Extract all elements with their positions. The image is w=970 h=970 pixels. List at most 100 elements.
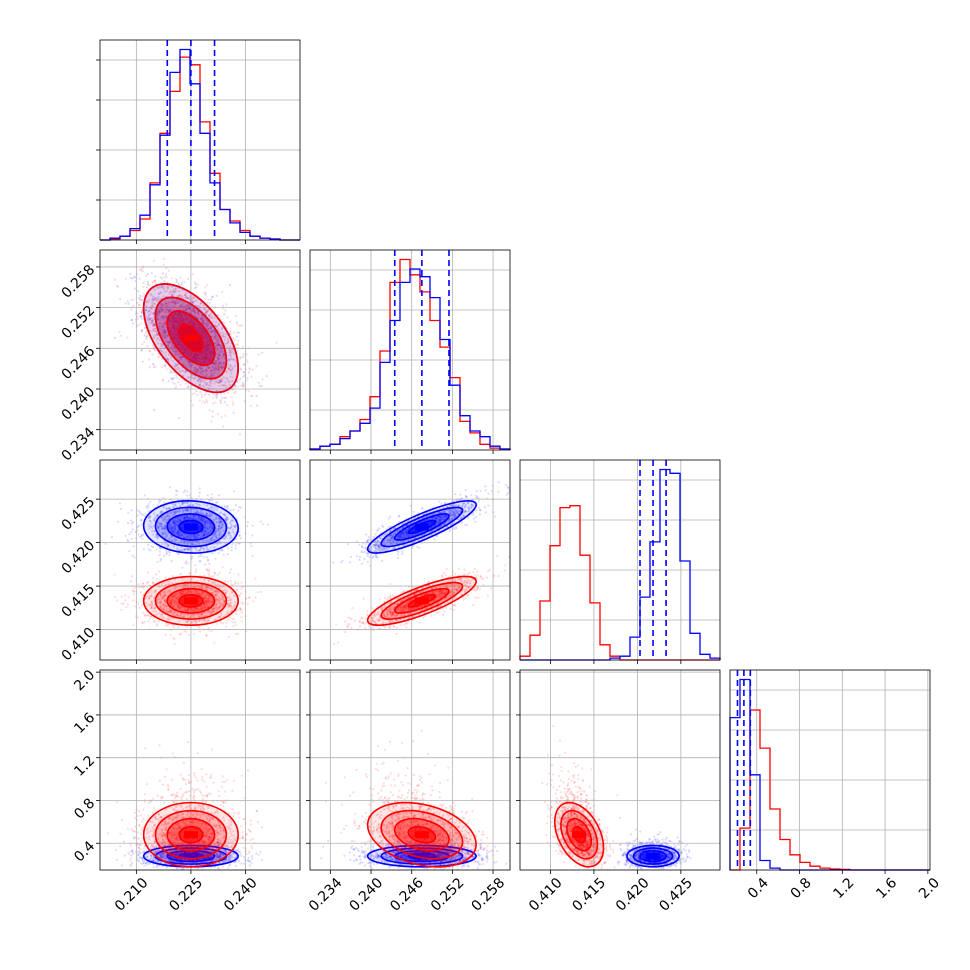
sample-point <box>179 341 182 344</box>
sample-point <box>231 368 234 371</box>
sample-point <box>182 375 185 378</box>
sample-point <box>187 307 191 310</box>
sample-point <box>138 511 141 514</box>
sample-point <box>215 363 218 366</box>
sample-point <box>163 311 166 314</box>
sample-point <box>113 573 116 576</box>
sample-point <box>193 311 196 314</box>
sample-point <box>245 353 248 356</box>
sample-point <box>221 513 225 516</box>
sample-point <box>154 275 157 278</box>
sample-point <box>174 317 177 320</box>
sample-point <box>188 540 191 543</box>
sample-point <box>162 379 165 382</box>
sample-point <box>230 372 233 375</box>
sample-point <box>214 530 218 533</box>
sample-point <box>216 573 219 577</box>
sample-point <box>161 519 164 522</box>
sample-point <box>159 558 163 561</box>
sample-point <box>196 353 199 356</box>
sample-point <box>204 292 207 295</box>
sample-point <box>178 353 181 356</box>
sample-point <box>185 547 189 551</box>
sample-point <box>237 573 240 576</box>
sample-point <box>161 303 164 306</box>
sample-point <box>178 549 181 552</box>
sample-point <box>148 309 151 312</box>
sample-point <box>171 529 174 532</box>
sample-point <box>194 365 197 368</box>
sample-point <box>173 330 176 333</box>
sample-point <box>194 371 197 374</box>
sample-point <box>150 321 153 324</box>
sample-point <box>187 516 191 520</box>
sample-point <box>247 371 250 374</box>
sample-point <box>223 352 226 355</box>
sample-point <box>173 303 176 306</box>
sample-point <box>183 301 186 304</box>
sample-point <box>177 351 180 354</box>
sample-point <box>177 322 180 326</box>
sample-point <box>150 322 153 325</box>
sample-point <box>178 510 182 513</box>
sample-point <box>205 587 208 590</box>
sample-point <box>165 550 168 553</box>
sample-point <box>179 346 182 349</box>
sample-point <box>210 345 213 348</box>
sample-point <box>217 324 220 327</box>
sample-point <box>191 393 194 396</box>
sample-point <box>153 302 157 306</box>
sample-point <box>160 527 163 531</box>
sample-point <box>236 609 239 612</box>
sample-point <box>212 583 215 586</box>
sample-point <box>214 362 217 365</box>
sample-point <box>201 334 204 337</box>
sample-point <box>214 331 217 334</box>
sample-point <box>183 542 186 546</box>
sample-point <box>267 523 270 526</box>
sample-point <box>174 328 177 331</box>
sample-point <box>198 630 202 633</box>
sample-point <box>158 547 161 550</box>
sample-point <box>173 530 176 533</box>
sample-point <box>164 543 167 546</box>
sample-point <box>205 369 208 372</box>
sample-point <box>210 505 213 508</box>
sample-point <box>199 367 203 371</box>
sample-point <box>177 518 180 522</box>
sample-point <box>202 548 206 551</box>
sample-point <box>124 277 127 281</box>
sample-point <box>161 365 164 368</box>
sample-point <box>160 324 163 328</box>
sample-point <box>198 503 201 506</box>
sample-point <box>166 308 169 311</box>
sample-point <box>204 521 207 525</box>
sample-point <box>201 373 204 376</box>
sample-point <box>194 536 197 539</box>
sample-point <box>173 530 176 533</box>
sample-point <box>206 374 209 378</box>
sample-point <box>177 530 180 533</box>
sample-point <box>179 321 182 324</box>
sample-point <box>218 532 221 535</box>
sample-point <box>229 526 232 530</box>
sample-point <box>147 283 150 286</box>
sample-point <box>236 331 239 334</box>
sample-point <box>184 516 187 519</box>
sample-point <box>167 344 170 347</box>
sample-point <box>202 522 205 525</box>
sample-point <box>157 356 160 359</box>
sample-point <box>218 379 221 382</box>
sample-point <box>216 412 219 415</box>
sample-point <box>232 625 235 628</box>
sample-point <box>170 330 173 333</box>
sample-point <box>194 502 197 505</box>
sample-point <box>195 285 198 289</box>
sample-point <box>161 326 164 329</box>
sample-point <box>215 534 218 537</box>
sample-point <box>215 516 218 520</box>
sample-point <box>164 594 167 597</box>
sample-point <box>213 363 217 366</box>
sample-point <box>226 507 229 510</box>
sample-point <box>184 353 187 356</box>
